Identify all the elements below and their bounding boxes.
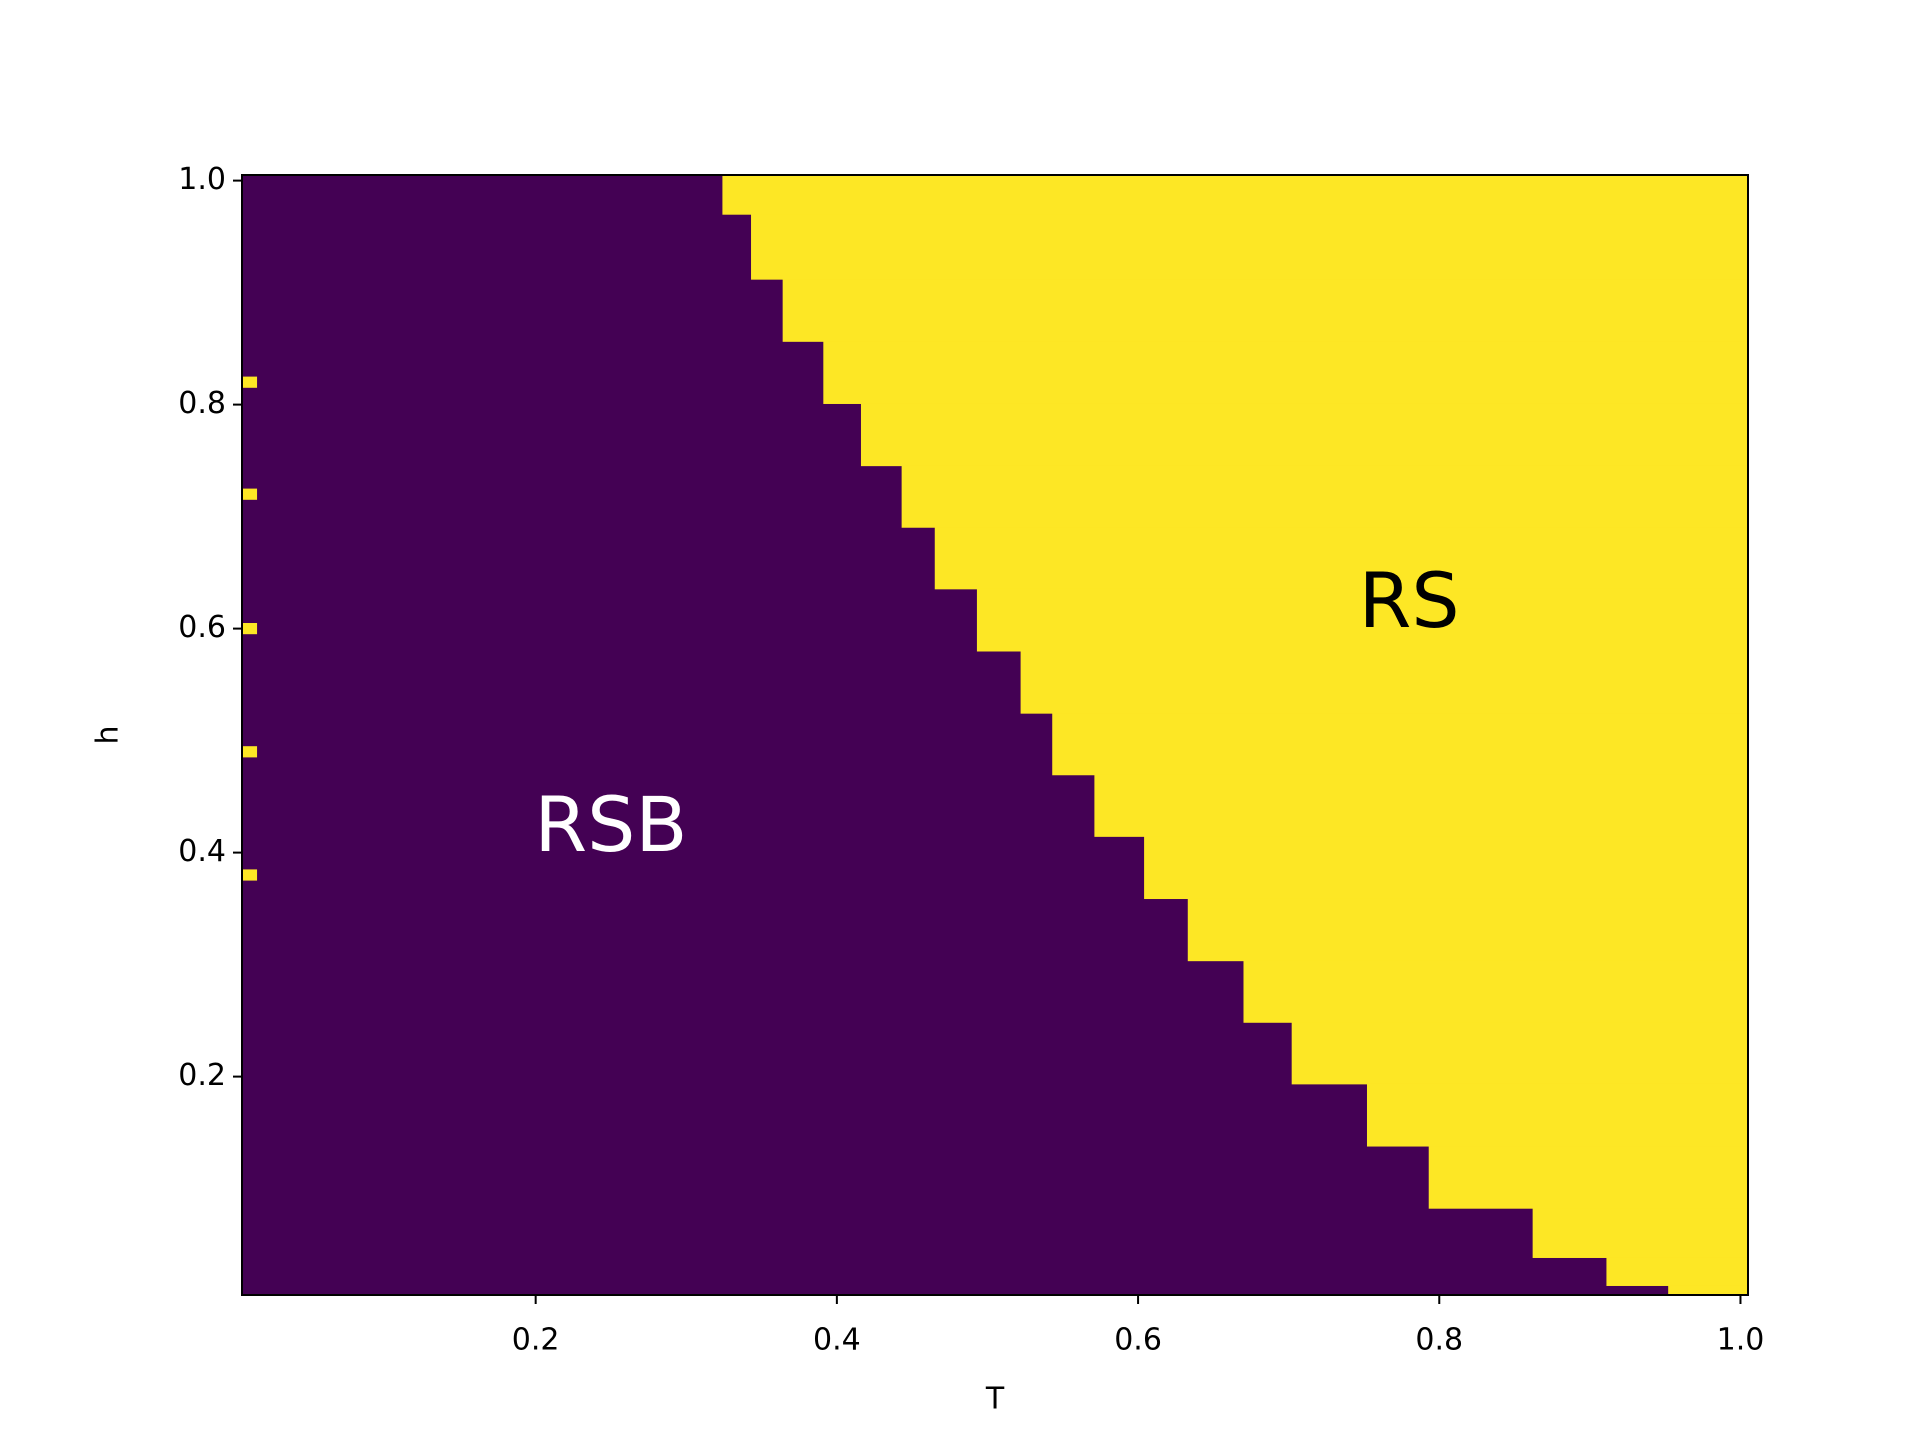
y-tick-label: 0.6 bbox=[178, 610, 226, 645]
phase-region bbox=[823, 341, 1748, 404]
x-tick-label: 0.8 bbox=[1415, 1323, 1463, 1358]
phase-region bbox=[1052, 713, 1748, 776]
phase-region bbox=[1366, 1083, 1748, 1147]
y-tick-label: 0.8 bbox=[178, 386, 226, 421]
x-tick-label: 1.0 bbox=[1717, 1323, 1765, 1358]
phase-region bbox=[934, 527, 1748, 590]
y-tick-label: 1.0 bbox=[178, 162, 226, 197]
phase-region bbox=[1187, 898, 1748, 962]
x-tick-label: 0.6 bbox=[1114, 1323, 1162, 1358]
phase-spot bbox=[242, 869, 258, 881]
phase-region bbox=[1094, 774, 1748, 837]
phase-region bbox=[1243, 960, 1748, 1023]
phase-spot bbox=[242, 376, 258, 388]
y-tick-label: 0.4 bbox=[178, 834, 226, 869]
plot-frame bbox=[241, 174, 1749, 1296]
phase-spot bbox=[242, 488, 258, 500]
phase-region bbox=[751, 214, 1748, 280]
phase-region bbox=[860, 403, 1748, 467]
phase-spot bbox=[242, 746, 258, 758]
x-tick-label: 0.2 bbox=[512, 1323, 560, 1358]
phase-region bbox=[1291, 1022, 1748, 1085]
phase-region bbox=[1144, 836, 1748, 900]
phase-region bbox=[976, 588, 1748, 652]
x-axis-label: T bbox=[985, 1382, 1005, 1417]
phase-region bbox=[1606, 1257, 1748, 1286]
annotation: RSB bbox=[534, 780, 687, 869]
phase-region bbox=[1668, 1285, 1748, 1296]
y-tick-label: 0.2 bbox=[178, 1058, 226, 1093]
annotation: RS bbox=[1359, 556, 1460, 645]
phase-region bbox=[722, 175, 1748, 215]
phase-region bbox=[1020, 651, 1748, 714]
phase-region bbox=[901, 465, 1748, 528]
phase-region bbox=[1532, 1208, 1748, 1258]
phase-spot bbox=[242, 623, 258, 635]
y-axis-label: h bbox=[91, 725, 126, 744]
phase-region bbox=[1428, 1146, 1748, 1209]
phase-region bbox=[782, 279, 1748, 342]
x-tick-label: 0.4 bbox=[813, 1323, 861, 1358]
